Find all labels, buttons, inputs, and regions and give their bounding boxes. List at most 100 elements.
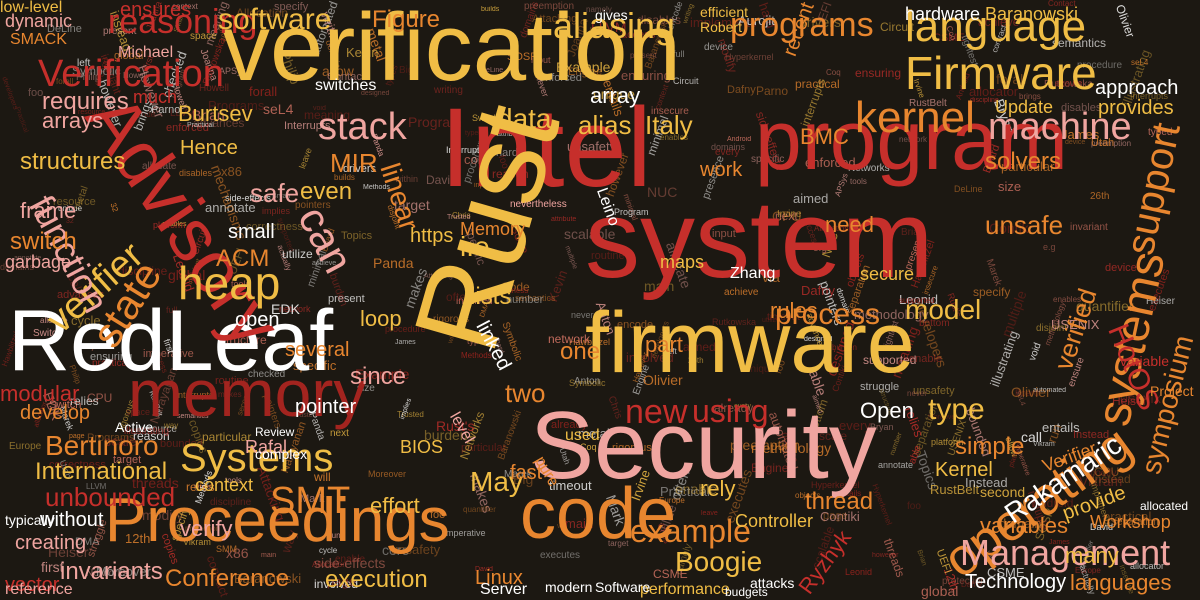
filler-word: USENIX [1120, 394, 1161, 406]
filler-word: Dafny [801, 283, 835, 298]
filler-word: DeLine [954, 184, 983, 194]
filler-word: correctness [487, 286, 529, 295]
cloud-word-reference: reference [5, 581, 73, 598]
filler-word: first [41, 559, 64, 575]
filler-word: multiple [563, 245, 579, 271]
filler-word: forall [56, 77, 74, 86]
cloud-word-boogie: Boogie [675, 546, 763, 577]
filler-word: context [172, 2, 198, 11]
filler-word: specific [751, 154, 785, 165]
cloud-word-lists: lists [470, 283, 512, 310]
cloud-word-management: Management [960, 532, 1171, 573]
cloud-word-efficient: efficient [700, 4, 748, 20]
filler-word: Switch [472, 113, 499, 123]
filler-word: 26th [688, 356, 704, 365]
filler-word: implies [262, 206, 291, 216]
filler-word: forall [249, 84, 278, 99]
filler-word: scale [819, 429, 848, 443]
cloud-word-intel: Intel [440, 85, 652, 210]
cloud-word-redleaf: RedLeaf [8, 293, 334, 389]
filler-word: e.g [1043, 242, 1056, 252]
filler-word: every [839, 418, 871, 433]
cloud-word-italy: Italy [645, 110, 693, 140]
filler-word: tools [231, 279, 251, 289]
filler-word: executes [540, 550, 581, 561]
filler-word: network [548, 332, 591, 346]
cloud-word-one: one [560, 338, 601, 365]
filler-word: already [551, 419, 588, 431]
filler-word: Olivier [643, 372, 683, 388]
filler-word: space [190, 31, 217, 42]
filler-word: size [998, 179, 1022, 194]
filler-word: typed [1148, 127, 1173, 138]
filler-word: reason [133, 429, 170, 443]
cloud-word-performance: performance [640, 581, 730, 598]
filler-word: involved [314, 577, 359, 591]
cloud-word-may: May [470, 466, 523, 497]
cloud-word-structures: structures [20, 148, 126, 175]
cloud-word-secure: secure [860, 264, 915, 284]
filler-word: Panda [373, 255, 414, 271]
cloud-word-ensures: ensures [120, 0, 192, 21]
filler-word: timeout [767, 312, 800, 323]
cloud-word-provides: provides [1098, 97, 1174, 119]
filler-word: James [395, 339, 416, 346]
filler-word: annotate [14, 255, 42, 262]
filler-word: LLVM [170, 108, 196, 119]
filler-word: unsafety [391, 542, 441, 557]
cloud-word-hence: Hence [180, 137, 238, 159]
filler-word: attribute [497, 131, 523, 138]
filler-word: side-effects [314, 555, 386, 571]
filler-word: Networks [848, 163, 890, 174]
filler-word: supported [863, 353, 917, 367]
filler-word: second [980, 484, 1026, 500]
filler-word: Brian [192, 107, 225, 123]
cloud-word-i-e: i.e [460, 231, 490, 262]
filler-word: enable [909, 353, 943, 365]
filler-word: semantics [177, 413, 209, 420]
cloud-word-attacks: attacks [750, 575, 795, 591]
filler-word: Rutkowska [712, 317, 757, 327]
cloud-word-bios: BIOS [400, 437, 444, 457]
cloud-word-kernel: kernel [855, 93, 975, 142]
filler-word: side-effects [225, 193, 271, 203]
filler-word: void [1027, 341, 1044, 363]
filler-word: burden [424, 427, 468, 443]
filler-word: size [357, 383, 375, 394]
cloud-word-security: Security [530, 392, 877, 499]
cloud-word-bertinoro: Bertinoro [45, 430, 159, 461]
cloud-word-used: used [565, 427, 600, 444]
cloud-word-system: system [585, 178, 934, 301]
filler-word: leave [701, 510, 718, 517]
filler-word: core [464, 152, 490, 167]
cloud-word-verification: Verification [38, 53, 224, 95]
filler-word: Europe [659, 496, 685, 505]
filler-word: designed [804, 336, 833, 343]
cloud-word-rafal: Rafal [245, 437, 288, 457]
cloud-word-review: Review [255, 425, 295, 439]
cloud-word-alias: alias [578, 110, 632, 140]
filler-word: designed [361, 90, 390, 97]
cloud-word-software: software [218, 3, 332, 36]
filler-word: x86 [221, 164, 242, 179]
filler-word: target [113, 454, 142, 466]
cloud-word-reasoning: reasoning [108, 3, 258, 41]
cloud-word-new: new [625, 393, 688, 431]
cloud-word-requires: requires [42, 88, 129, 115]
filler-word: scalable [564, 226, 616, 242]
filler-word: Hawblitzel [569, 337, 611, 347]
filler-word: input [474, 182, 490, 189]
filler-word: Switch [49, 399, 82, 411]
filler-word: attribute [551, 216, 577, 223]
filler-word: enforced [539, 72, 582, 84]
cloud-word-two: two [505, 378, 546, 408]
filler-word: David [426, 173, 457, 187]
cloud-word-kernel: Kernel [935, 459, 993, 481]
filler-word: routine [591, 250, 625, 262]
cloud-word-context: context [195, 475, 254, 495]
filler-word: target [608, 539, 629, 548]
cloud-word-data: data [497, 103, 552, 134]
cloud-word-since: since [350, 363, 407, 390]
filler-word: enables [162, 221, 187, 228]
filler-word: seL4 [1131, 58, 1149, 67]
